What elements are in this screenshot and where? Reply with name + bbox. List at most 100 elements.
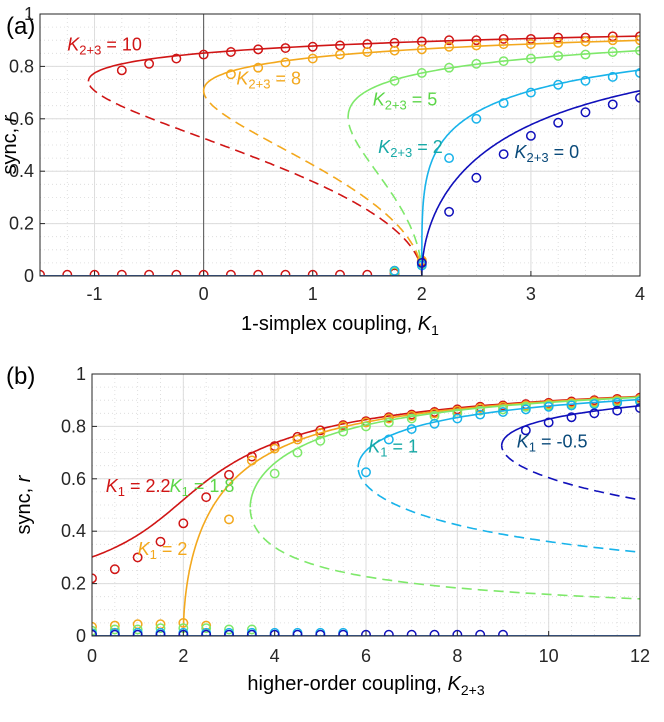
data-point-marker bbox=[109, 564, 120, 575]
data-point-marker bbox=[280, 269, 291, 276]
data-point-marker bbox=[475, 409, 486, 420]
x-tick-label: 0 bbox=[199, 284, 209, 304]
series-layer-a bbox=[40, 31, 640, 276]
data-point-marker bbox=[553, 37, 564, 48]
data-point-marker bbox=[132, 629, 143, 636]
panel-a: (a) -1 0 1 2 3 400.20.40.60.81 K2+3 = 10K2+3 … bbox=[0, 4, 645, 338]
data-point-marker bbox=[253, 44, 264, 55]
data-point-marker bbox=[361, 467, 371, 478]
data-point-marker bbox=[444, 41, 455, 52]
series-layer-b bbox=[92, 392, 640, 636]
data-point-marker bbox=[307, 53, 318, 64]
data-point-marker bbox=[109, 629, 120, 636]
data-point-marker bbox=[607, 47, 618, 57]
data-point-marker bbox=[444, 153, 455, 164]
data-point-marker bbox=[525, 87, 536, 98]
data-point-marker bbox=[89, 269, 100, 276]
data-point-marker bbox=[406, 629, 417, 636]
stable-branch-line bbox=[92, 395, 640, 558]
y-tick-label: 0 bbox=[76, 626, 86, 646]
series-labels-a: K2+3 = 10 K2+3 = 8 K2+3 = 5 K2+3 = 2 K2+3 = … bbox=[67, 35, 579, 165]
data-point-marker bbox=[362, 47, 373, 57]
data-point-marker bbox=[280, 57, 291, 68]
data-point-marker bbox=[280, 43, 291, 54]
data-point-marker bbox=[580, 36, 591, 47]
x-tick-label: 12 bbox=[630, 646, 650, 666]
data-point-marker bbox=[155, 629, 166, 636]
data-point-marker bbox=[566, 412, 577, 423]
data-point-marker bbox=[109, 624, 120, 635]
data-point-marker bbox=[201, 620, 212, 631]
x-tick-label: 1 bbox=[308, 284, 318, 304]
data-point-marker bbox=[498, 56, 509, 67]
data-point-marker bbox=[109, 620, 120, 631]
data-point-marker bbox=[471, 113, 482, 124]
x-tick-label: 3 bbox=[526, 284, 536, 304]
data-point-marker bbox=[253, 62, 264, 73]
stable-branch-line bbox=[421, 89, 640, 276]
data-point-marker bbox=[498, 33, 509, 44]
data-point-marker bbox=[144, 269, 155, 276]
stable-branch-line bbox=[421, 69, 640, 276]
data-point-marker bbox=[361, 421, 371, 432]
x-axis-label-b: higher-order coupling, K2+3 bbox=[247, 673, 484, 698]
data-point-marker bbox=[429, 629, 440, 636]
ticks-a: -1 0 1 2 3 4 0 0.2 0.4 0.6 0.8 1 bbox=[9, 4, 645, 304]
series-label: K2+3 = 2 bbox=[378, 137, 443, 160]
unstable-branch-line bbox=[347, 117, 423, 276]
data-point-marker bbox=[444, 62, 455, 73]
data-point-marker bbox=[361, 417, 371, 428]
data-point-marker bbox=[361, 629, 371, 636]
series-label: K2+3 = 0 bbox=[515, 142, 580, 165]
data-point-marker bbox=[178, 617, 189, 628]
y-tick-label: 0.2 bbox=[9, 214, 34, 234]
data-point-marker bbox=[132, 552, 143, 563]
data-point-marker bbox=[566, 400, 577, 411]
data-point-marker bbox=[171, 53, 182, 64]
data-point-marker bbox=[224, 469, 234, 480]
data-point-marker bbox=[171, 269, 182, 276]
data-point-marker bbox=[315, 435, 326, 446]
data-point-marker bbox=[471, 172, 482, 183]
data-point-marker bbox=[452, 629, 463, 636]
data-point-marker bbox=[225, 269, 236, 276]
data-point-marker bbox=[475, 405, 486, 416]
series-label: K1 = 1 bbox=[368, 437, 418, 460]
data-point-marker bbox=[201, 492, 212, 503]
data-point-marker bbox=[553, 79, 564, 90]
data-point-marker bbox=[40, 269, 45, 276]
x-tick-label: -1 bbox=[87, 284, 103, 304]
data-point-marker bbox=[383, 413, 394, 424]
data-point-marker bbox=[335, 49, 345, 60]
data-point-marker bbox=[607, 35, 618, 46]
data-point-marker bbox=[580, 75, 591, 86]
x-axis-label-a: 1-simplex coupling, K1 bbox=[241, 313, 439, 338]
data-point-marker bbox=[315, 629, 326, 636]
data-point-marker bbox=[225, 69, 236, 80]
ticks-b: 0 2 4 6 8 10 12 0 0.2 0.4 0.6 0.8 1 bbox=[61, 364, 650, 666]
data-point-marker bbox=[498, 407, 508, 417]
data-point-marker bbox=[292, 447, 303, 458]
stable-branch-line bbox=[249, 396, 640, 508]
data-point-marker bbox=[416, 44, 427, 55]
data-point-marker bbox=[62, 269, 73, 276]
data-point-marker bbox=[607, 71, 618, 82]
y-tick-label: 0.4 bbox=[61, 521, 86, 541]
data-point-marker bbox=[525, 33, 536, 44]
data-point-marker bbox=[338, 426, 349, 437]
y-axis-label-b: sync, r bbox=[13, 474, 35, 534]
data-point-marker bbox=[307, 41, 318, 52]
data-point-marker bbox=[553, 50, 564, 61]
data-point-marker bbox=[406, 424, 417, 434]
data-point-marker bbox=[553, 117, 564, 128]
data-point-marker bbox=[224, 514, 234, 525]
data-point-marker bbox=[269, 468, 280, 479]
y-tick-label: 0.2 bbox=[61, 574, 86, 594]
data-point-marker bbox=[155, 623, 166, 634]
data-point-marker bbox=[498, 149, 509, 160]
data-point-marker bbox=[520, 401, 531, 412]
data-point-marker bbox=[224, 624, 234, 635]
data-point-marker bbox=[246, 624, 257, 635]
data-point-marker bbox=[144, 58, 155, 69]
